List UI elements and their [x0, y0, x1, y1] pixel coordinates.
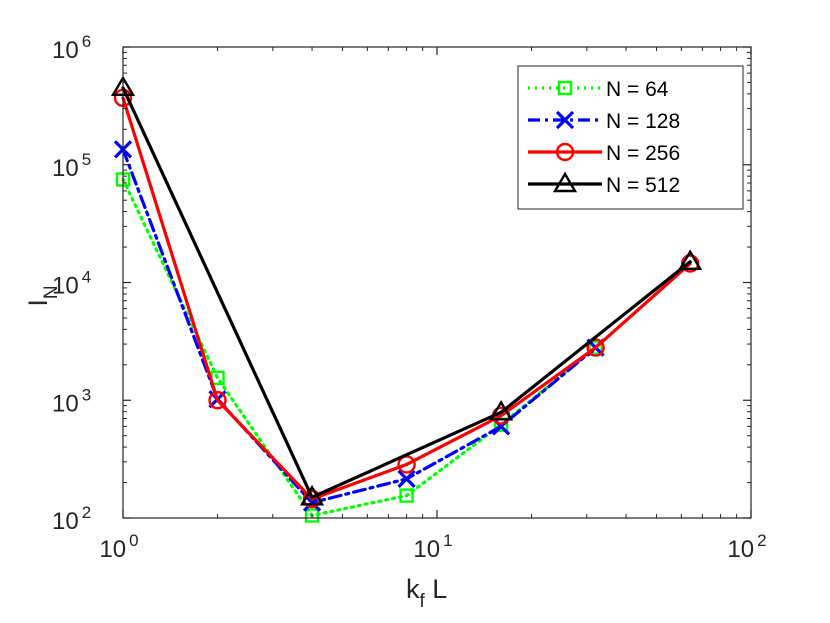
legend-label-n-128: N = 128 — [606, 110, 680, 133]
data-point-n-64 — [399, 488, 414, 503]
y-axis-label: IN — [23, 285, 62, 306]
legend-marker-n-128 — [555, 110, 575, 130]
data-point-n-512 — [299, 484, 325, 506]
legend-label-n-64: N = 64 — [606, 78, 669, 101]
y-tick-label: 10 4 — [52, 268, 91, 300]
y-tick-label: 10 2 — [52, 503, 91, 535]
data-point-n-128 — [397, 469, 416, 488]
data-point-n-512 — [678, 249, 703, 270]
x-tick-label: 10 0 — [99, 531, 138, 563]
data-point-n-64 — [588, 340, 603, 355]
legend-marker-n-256 — [555, 142, 575, 162]
x-tick-label: 10 2 — [727, 531, 766, 563]
legend-marker-n-64 — [557, 80, 573, 96]
data-point-n-256 — [586, 338, 605, 357]
data-point-n-512 — [488, 399, 514, 421]
data-point-n-256 — [208, 391, 227, 410]
data-point-n-64 — [304, 508, 320, 523]
legend-marker-n-512 — [552, 171, 578, 193]
legend-label-n-256: N = 256 — [606, 142, 680, 165]
y-tick-label: 10 6 — [52, 32, 91, 64]
series-line-n-256 — [121, 96, 692, 501]
legend-label-n-512: N = 512 — [606, 174, 680, 197]
series-line-n-128 — [121, 147, 598, 505]
y-tick-label: 10 3 — [52, 385, 91, 417]
x-tick-label: 10 1 — [413, 531, 452, 563]
x-axis-label: kf L — [406, 574, 447, 612]
y-tick-label: 10 5 — [52, 150, 91, 182]
series-line-n-512 — [121, 86, 692, 499]
legend: N = 64 N = 128 N = 256 N = 512 — [517, 65, 744, 210]
series-layer — [110, 75, 703, 523]
tick-layer: 10 0 10 1 10 2 10 2 10 3 10 4 10 5 10 6 — [52, 32, 767, 563]
